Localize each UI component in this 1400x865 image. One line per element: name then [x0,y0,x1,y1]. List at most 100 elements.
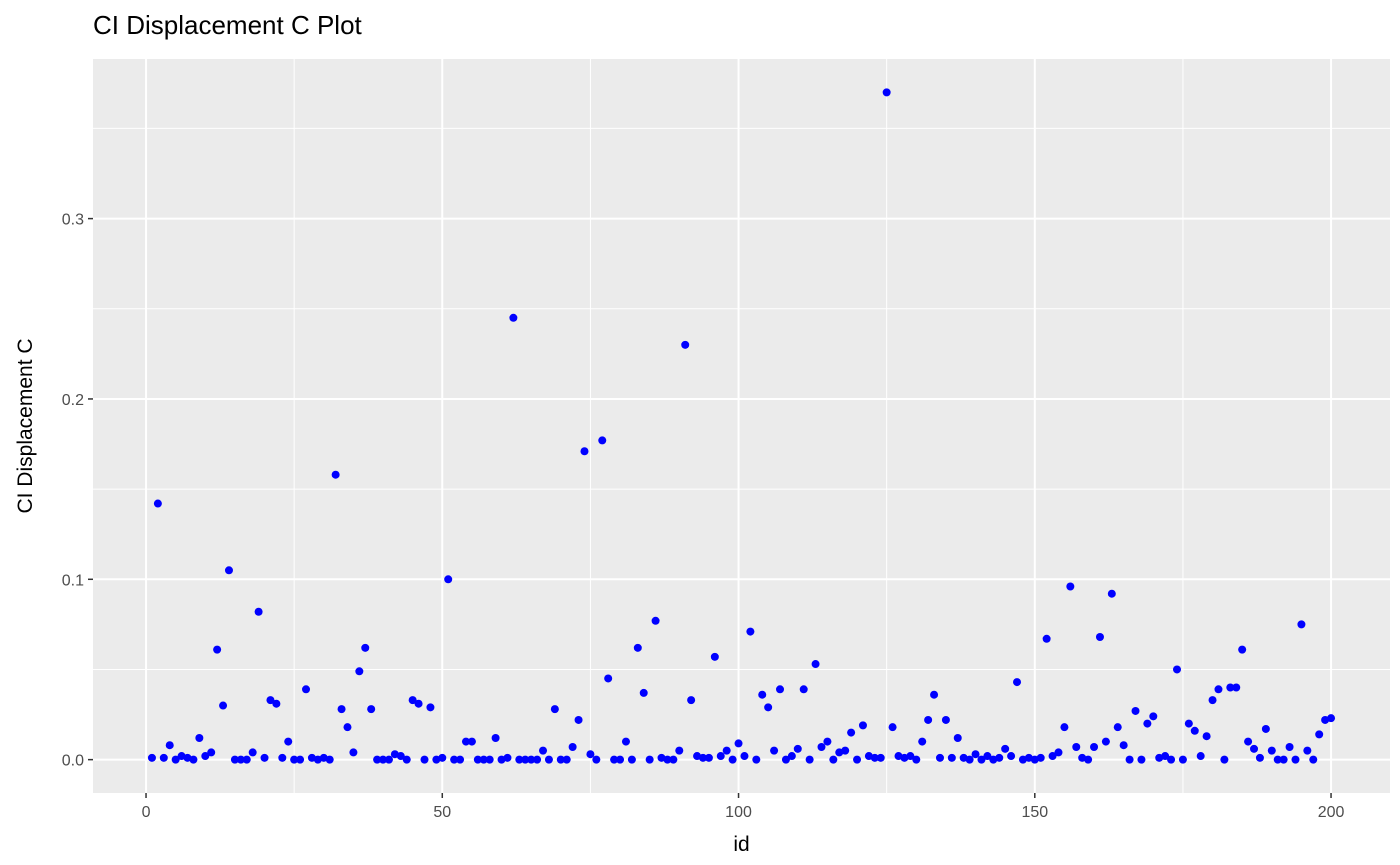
data-point [669,755,678,764]
data-point [1214,685,1223,694]
data-point [947,753,956,762]
data-point [266,696,275,705]
data-point [627,755,636,764]
data-point [527,755,536,764]
data-point [1291,755,1300,764]
data-point [882,88,891,97]
data-point [633,643,642,652]
data-point [568,743,577,752]
data-point [935,753,944,762]
data-point [1131,706,1140,715]
data-point [604,674,613,683]
data-point [290,755,299,764]
data-point [195,733,204,742]
data-point [1161,752,1170,761]
data-point [414,699,423,708]
data-point [1060,723,1069,732]
data-point [296,755,305,764]
data-point [580,447,589,456]
data-point [373,755,382,764]
x-tick-label: 200 [1318,804,1345,821]
data-point [1315,730,1324,739]
data-point [539,746,548,755]
data-point [746,627,755,636]
data-point [171,755,180,764]
data-point [230,755,239,764]
data-point [941,715,950,724]
data-point [189,755,198,764]
data-point [1172,665,1181,674]
data-point [681,340,690,349]
data-point [639,688,648,697]
data-point [817,743,826,752]
data-point [841,746,850,755]
data-point [710,652,719,661]
data-point [302,685,311,694]
data-point [1119,741,1128,750]
data-point [207,748,216,757]
data-point [544,755,553,764]
data-point [224,566,233,575]
data-point [829,755,838,764]
data-point [550,705,559,714]
data-point [509,313,518,322]
data-point [438,753,447,762]
data-point [799,685,808,694]
data-point [1202,732,1211,741]
data-point [1090,743,1099,752]
data-point [1267,746,1276,755]
data-point [1184,719,1193,728]
y-axis-ticks: 0.0 0.1 0.2 0.3 [62,212,93,770]
plot-panel [93,59,1390,793]
data-point [1327,714,1336,723]
y-tick-label: 0.3 [62,212,84,229]
data-point [847,728,856,737]
data-point [1273,755,1282,764]
data-point [420,755,429,764]
data-point [1149,712,1158,721]
data-point [953,733,962,742]
data-point [805,755,814,764]
data-point [1196,752,1205,761]
data-point [450,755,459,764]
data-point [1255,753,1264,762]
data-point [930,690,939,699]
data-point [1101,737,1110,746]
data-point [1007,752,1016,761]
data-point [473,755,482,764]
data-point [924,715,933,724]
data-point [823,737,832,746]
data-point [201,752,210,761]
data-point [444,575,453,584]
y-tick-label: 0.1 [62,572,84,589]
data-point [1190,726,1199,735]
data-point [479,755,488,764]
data-point [236,755,245,764]
data-point [367,705,376,714]
x-tick-label: 150 [1021,804,1048,821]
data-point [408,696,417,705]
data-point [1072,743,1081,752]
data-point [467,737,476,746]
data-point [533,755,542,764]
data-point [1232,683,1241,692]
x-tick-label: 100 [725,804,752,821]
data-point [853,755,862,764]
data-point [284,737,293,746]
data-point [562,755,571,764]
data-point [971,750,980,759]
data-point [764,703,773,712]
data-point [248,748,257,757]
data-point [219,701,228,710]
data-point [337,705,346,714]
data-point [1054,748,1063,757]
data-point [776,685,785,694]
data-point [651,616,660,625]
data-point [355,667,364,676]
data-point [159,753,168,762]
x-tick-label: 50 [433,804,451,821]
y-tick-label: 0.0 [62,753,84,770]
chart-title: CI Displacement C Plot [93,10,362,40]
data-point [1137,755,1146,764]
minor-gridlines [93,59,1390,793]
